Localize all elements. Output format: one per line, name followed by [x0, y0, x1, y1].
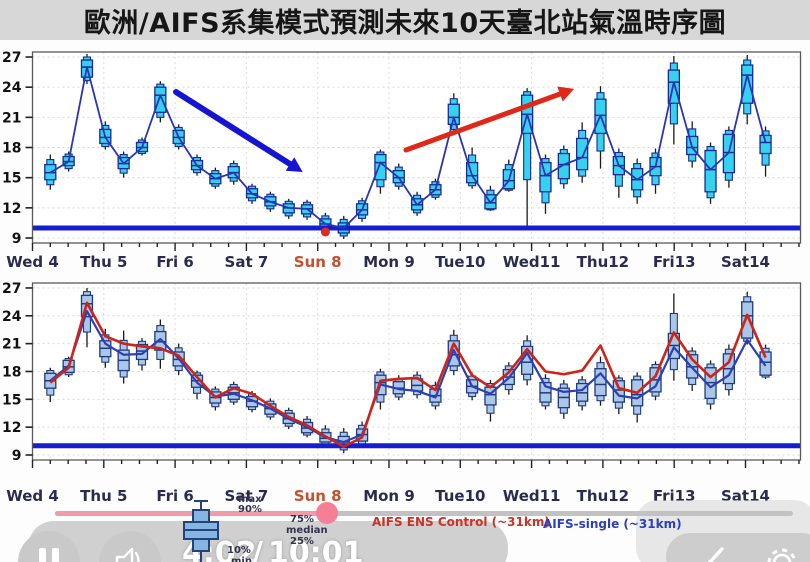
time-duration: 10:01: [268, 536, 364, 562]
pause-icon: [39, 548, 59, 562]
legend-single-label: AIFS-single (~31km): [543, 517, 682, 531]
svg-text:18: 18: [2, 141, 21, 157]
svg-text:27: 27: [2, 281, 21, 297]
progress-fill: [55, 511, 327, 516]
time-separator: /: [252, 536, 263, 562]
svg-text:12: 12: [2, 201, 21, 217]
legend-max-label: max: [238, 494, 262, 505]
svg-text:21: 21: [2, 337, 21, 353]
player-corner-pill: [666, 533, 810, 562]
legend-75-label: 75%: [290, 514, 314, 525]
svg-text:Sat14: Sat14: [721, 253, 770, 271]
svg-text:Sat 7: Sat 7: [225, 487, 269, 505]
svg-text:Wed 4: Wed 4: [6, 487, 59, 505]
svg-text:Thu12: Thu12: [577, 253, 629, 271]
svg-text:27: 27: [2, 50, 21, 66]
gear-icon[interactable]: [767, 548, 797, 562]
svg-text:15: 15: [2, 171, 21, 187]
svg-text:9: 9: [12, 448, 22, 464]
legend-median-label: median: [286, 525, 328, 536]
legend-min-label: min: [231, 556, 252, 562]
svg-text:Thu12: Thu12: [577, 487, 629, 505]
progress-bar[interactable]: [55, 511, 793, 516]
svg-text:Sun 8: Sun 8: [294, 487, 342, 505]
rotate-icon[interactable]: [698, 547, 724, 562]
pause-button[interactable]: [18, 531, 80, 562]
svg-text:Tue10: Tue10: [435, 253, 485, 271]
svg-text:Sat 7: Sat 7: [225, 253, 269, 271]
svg-text:21: 21: [2, 110, 21, 126]
speaker-icon: [115, 547, 140, 562]
svg-text:18: 18: [2, 364, 21, 380]
svg-text:Fri 6: Fri 6: [156, 253, 194, 271]
legend-90-label: 90%: [238, 504, 262, 515]
svg-text:Wed 4: Wed 4: [6, 253, 59, 271]
svg-text:Wed11: Wed11: [503, 253, 561, 271]
svg-text:Thu 5: Thu 5: [80, 487, 127, 505]
legend-ens-control-label: AIFS ENS Control (~31km): [372, 515, 550, 529]
svg-text:Mon 9: Mon 9: [363, 487, 415, 505]
svg-text:Fri13: Fri13: [653, 253, 696, 271]
page-title: 歐洲/AIFS系集模式預測未來10天臺北站氣溫時序圖: [83, 8, 727, 39]
legend-25-label: 25%: [290, 536, 314, 547]
svg-text:12: 12: [2, 420, 21, 436]
volume-button[interactable]: [99, 531, 161, 562]
svg-text:9: 9: [12, 231, 22, 247]
svg-text:Wed11: Wed11: [503, 487, 561, 505]
legend-10-label: 10%: [227, 545, 251, 556]
svg-text:Tue10: Tue10: [435, 487, 485, 505]
svg-text:15: 15: [2, 392, 21, 408]
svg-text:24: 24: [2, 309, 22, 325]
svg-text:Mon 9: Mon 9: [363, 253, 415, 271]
boxplot-legend-icon: [183, 500, 219, 562]
svg-text:24: 24: [2, 80, 22, 96]
progress-handle[interactable]: [315, 502, 338, 524]
svg-text:Thu 5: Thu 5: [80, 253, 127, 271]
svg-text:Sun 8: Sun 8: [294, 253, 342, 271]
svg-text:Fri 6: Fri 6: [156, 487, 194, 505]
